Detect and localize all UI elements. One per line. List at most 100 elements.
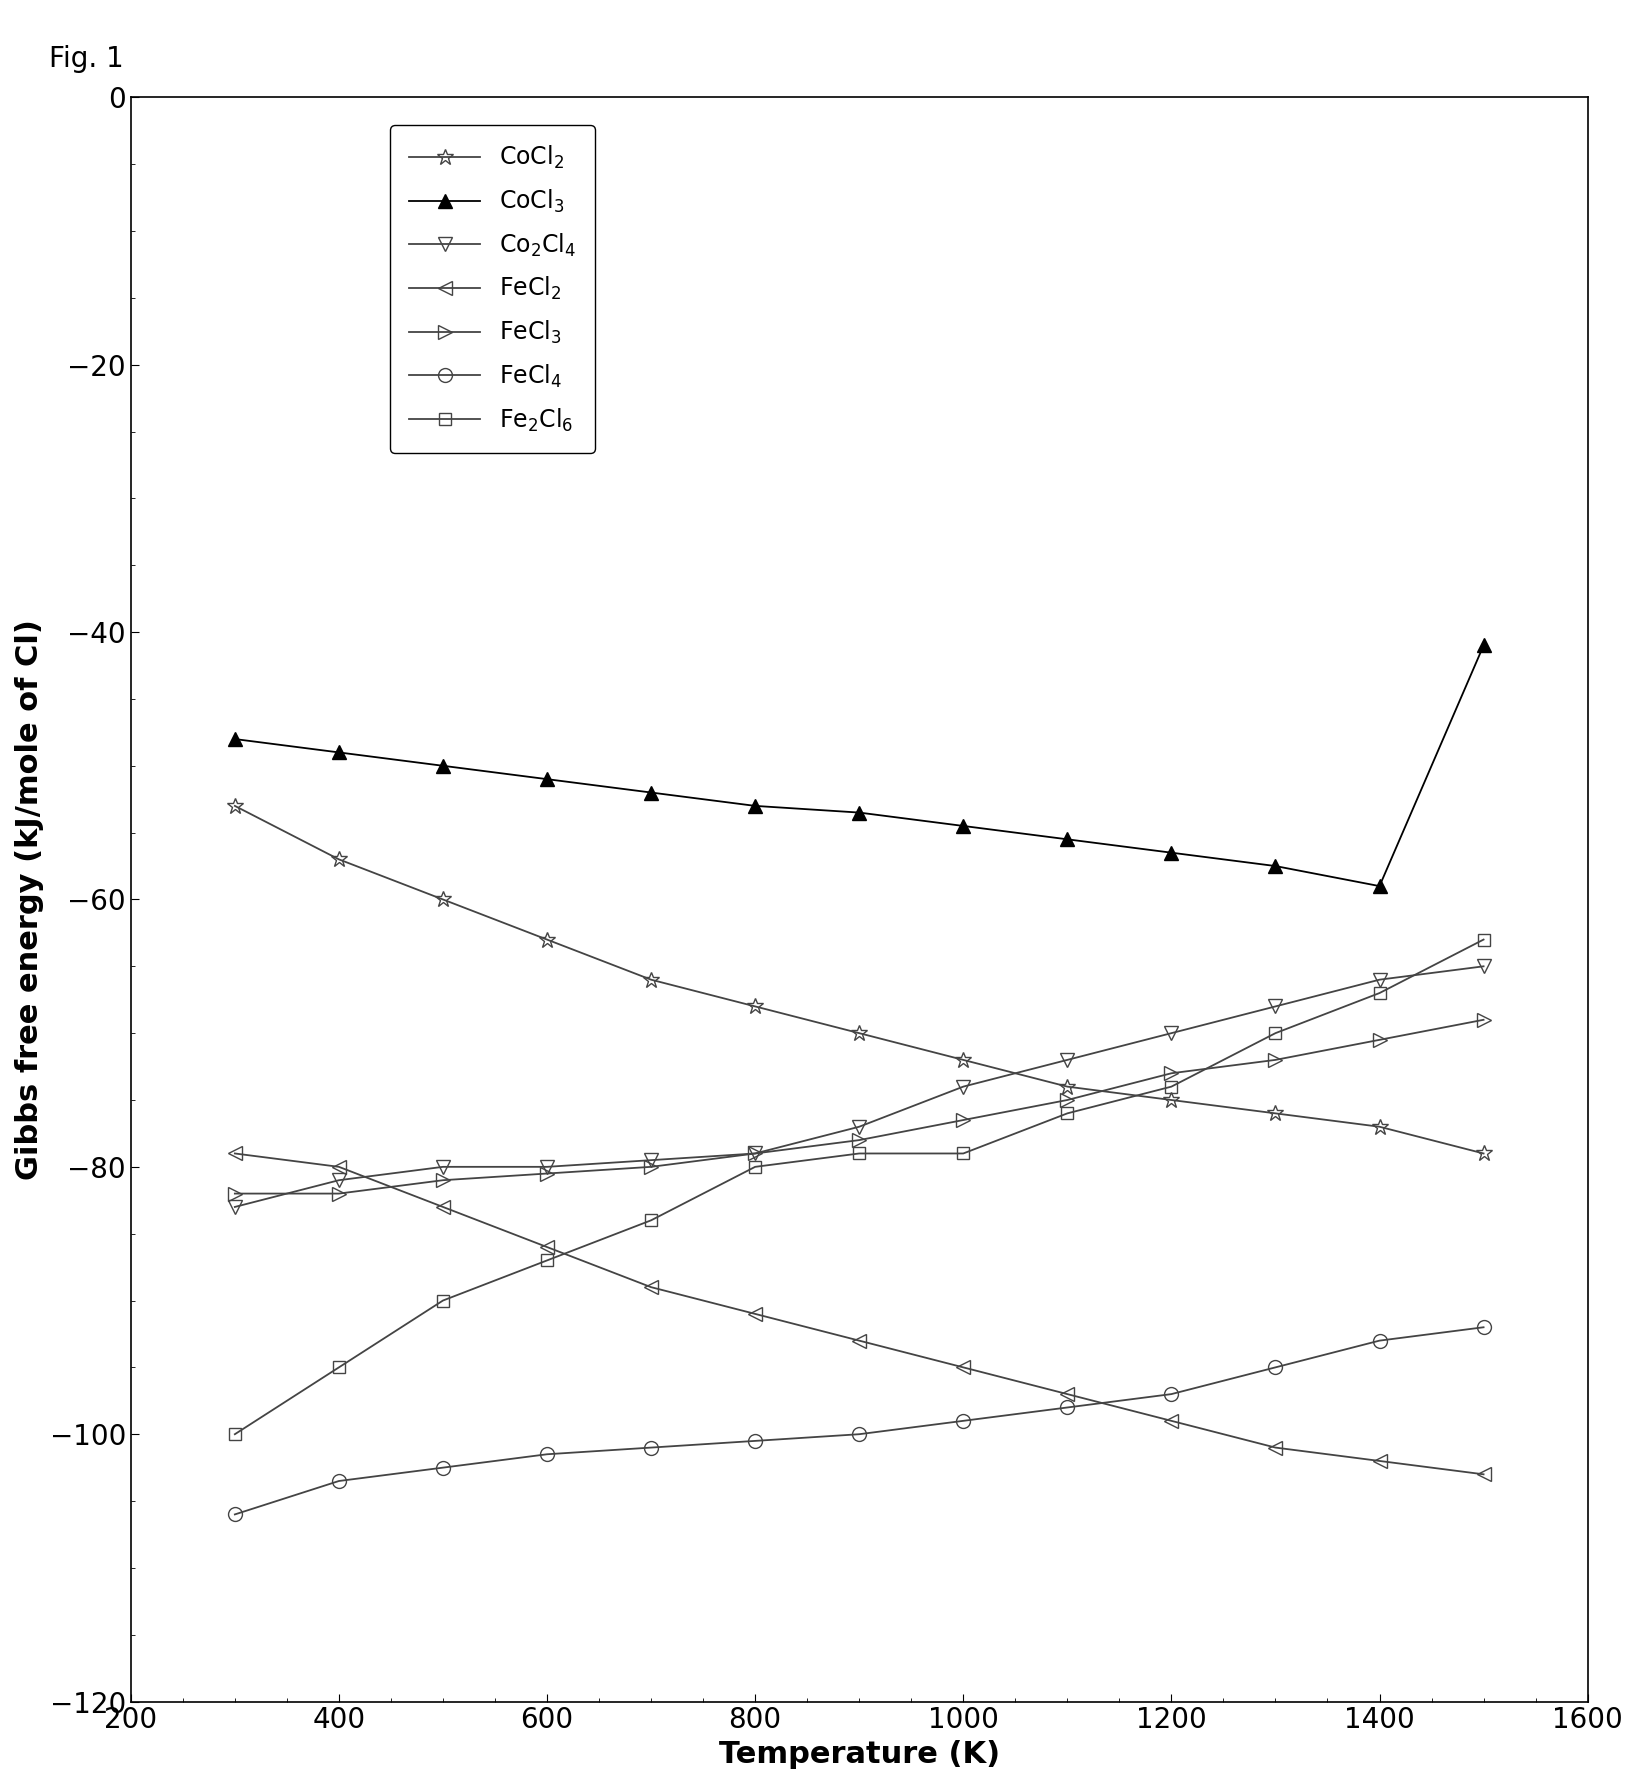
Co$_2$Cl$_4$: [1369, 969, 1389, 990]
CoCl$_2$: [1161, 1090, 1181, 1111]
CoCl$_3$: [1266, 855, 1286, 876]
CoCl$_2$: [1058, 1076, 1078, 1097]
CoCl$_3$: [432, 755, 452, 776]
FeCl$_3$: [745, 1144, 765, 1165]
FeCl$_4$: [1161, 1383, 1181, 1404]
Co$_2$Cl$_4$: [537, 1156, 557, 1177]
Line: FeCl$_2$: FeCl$_2$: [228, 1147, 1491, 1481]
CoCl$_3$: [1369, 876, 1389, 897]
CoCl$_3$: [745, 796, 765, 817]
FeCl$_2$: [850, 1329, 870, 1350]
FeCl$_2$: [1369, 1450, 1389, 1472]
CoCl$_2$: [953, 1049, 973, 1070]
FeCl$_4$: [1058, 1397, 1078, 1418]
Fe$_2$Cl$_6$: [850, 1144, 870, 1165]
FeCl$_2$: [224, 1144, 244, 1165]
Co$_2$Cl$_4$: [1474, 956, 1494, 978]
Fe$_2$Cl$_6$: [953, 1144, 973, 1165]
Fe$_2$Cl$_6$: [432, 1290, 452, 1311]
FeCl$_4$: [1266, 1356, 1286, 1377]
CoCl$_3$: [1474, 635, 1494, 657]
FeCl$_2$: [1266, 1436, 1286, 1458]
CoCl$_3$: [1058, 828, 1078, 849]
Co$_2$Cl$_4$: [953, 1076, 973, 1097]
Co$_2$Cl$_4$: [745, 1144, 765, 1165]
Co$_2$Cl$_4$: [329, 1170, 349, 1192]
Line: Fe$_2$Cl$_6$: Fe$_2$Cl$_6$: [229, 933, 1491, 1440]
Co$_2$Cl$_4$: [1058, 1049, 1078, 1070]
FeCl$_4$: [953, 1409, 973, 1431]
Fe$_2$Cl$_6$: [1369, 983, 1389, 1004]
FeCl$_3$: [1369, 1029, 1389, 1051]
CoCl$_3$: [224, 728, 244, 749]
CoCl$_2$: [1266, 1103, 1286, 1124]
FeCl$_4$: [432, 1458, 452, 1479]
FeCl$_2$: [953, 1356, 973, 1377]
CoCl$_2$: [329, 849, 349, 871]
FeCl$_4$: [224, 1504, 244, 1525]
Legend: CoCl$_2$, CoCl$_3$, Co$_2$Cl$_4$, FeCl$_2$, FeCl$_3$, FeCl$_4$, Fe$_2$Cl$_6$: CoCl$_2$, CoCl$_3$, Co$_2$Cl$_4$, FeCl$_…: [390, 125, 595, 453]
CoCl$_3$: [953, 815, 973, 837]
FeCl$_4$: [745, 1431, 765, 1452]
FeCl$_4$: [1369, 1329, 1389, 1350]
FeCl$_2$: [1161, 1409, 1181, 1431]
Co$_2$Cl$_4$: [640, 1149, 660, 1170]
FeCl$_3$: [1474, 1010, 1494, 1031]
FeCl$_3$: [432, 1170, 452, 1192]
Fe$_2$Cl$_6$: [224, 1424, 244, 1445]
Line: CoCl$_3$: CoCl$_3$: [228, 639, 1491, 894]
CoCl$_3$: [640, 781, 660, 803]
CoCl$_2$: [850, 1022, 870, 1044]
Fe$_2$Cl$_6$: [1266, 1022, 1286, 1044]
FeCl$_3$: [640, 1156, 660, 1177]
FeCl$_2$: [1474, 1463, 1494, 1484]
Co$_2$Cl$_4$: [850, 1117, 870, 1138]
FeCl$_2$: [1058, 1383, 1078, 1404]
FeCl$_4$: [537, 1443, 557, 1465]
Co$_2$Cl$_4$: [432, 1156, 452, 1177]
FeCl$_3$: [537, 1163, 557, 1185]
FeCl$_2$: [537, 1236, 557, 1258]
Fe$_2$Cl$_6$: [1474, 929, 1494, 951]
FeCl$_2$: [432, 1197, 452, 1218]
Co$_2$Cl$_4$: [224, 1197, 244, 1218]
Fe$_2$Cl$_6$: [537, 1251, 557, 1272]
FeCl$_3$: [329, 1183, 349, 1204]
FeCl$_4$: [850, 1424, 870, 1445]
Fe$_2$Cl$_6$: [745, 1156, 765, 1177]
CoCl$_2$: [432, 888, 452, 910]
CoCl$_3$: [537, 769, 557, 790]
Line: CoCl$_2$: CoCl$_2$: [226, 797, 1492, 1161]
Fe$_2$Cl$_6$: [640, 1210, 660, 1231]
FeCl$_4$: [640, 1436, 660, 1458]
CoCl$_2$: [745, 995, 765, 1017]
Fe$_2$Cl$_6$: [329, 1356, 349, 1377]
Fe$_2$Cl$_6$: [1161, 1076, 1181, 1097]
FeCl$_3$: [1058, 1090, 1078, 1111]
Line: FeCl$_3$: FeCl$_3$: [228, 1013, 1491, 1201]
CoCl$_2$: [537, 929, 557, 951]
FeCl$_2$: [329, 1156, 349, 1177]
CoCl$_2$: [224, 796, 244, 817]
CoCl$_2$: [640, 969, 660, 990]
X-axis label: Temperature (K): Temperature (K): [719, 1739, 999, 1770]
CoCl$_3$: [329, 742, 349, 764]
CoCl$_2$: [1369, 1117, 1389, 1138]
Line: Co$_2$Cl$_4$: Co$_2$Cl$_4$: [228, 960, 1491, 1213]
FeCl$_2$: [640, 1277, 660, 1299]
Co$_2$Cl$_4$: [1161, 1022, 1181, 1044]
FeCl$_3$: [850, 1129, 870, 1151]
Fe$_2$Cl$_6$: [1058, 1103, 1078, 1124]
FeCl$_4$: [1474, 1317, 1494, 1338]
FeCl$_3$: [224, 1183, 244, 1204]
FeCl$_4$: [329, 1470, 349, 1491]
CoCl$_3$: [850, 801, 870, 822]
CoCl$_3$: [1161, 842, 1181, 863]
Co$_2$Cl$_4$: [1266, 995, 1286, 1017]
Y-axis label: Gibbs free energy (kJ/mole of Cl): Gibbs free energy (kJ/mole of Cl): [15, 619, 44, 1179]
CoCl$_2$: [1474, 1144, 1494, 1165]
FeCl$_3$: [953, 1110, 973, 1131]
Line: FeCl$_4$: FeCl$_4$: [228, 1320, 1491, 1522]
FeCl$_3$: [1161, 1063, 1181, 1085]
FeCl$_2$: [745, 1302, 765, 1324]
